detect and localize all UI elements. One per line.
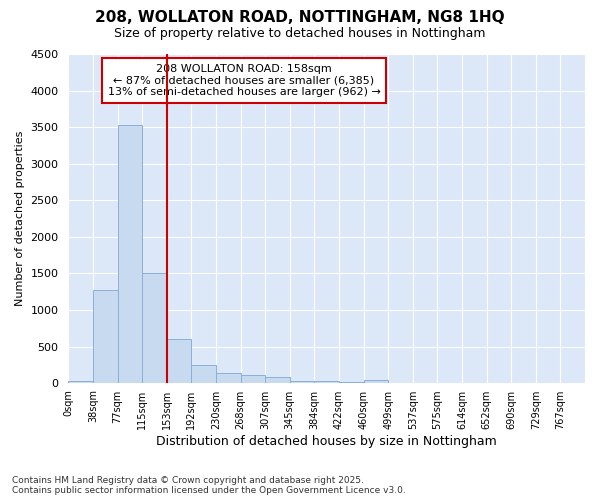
- Text: 208 WOLLATON ROAD: 158sqm
← 87% of detached houses are smaller (6,385)
13% of se: 208 WOLLATON ROAD: 158sqm ← 87% of detac…: [107, 64, 380, 97]
- Bar: [93, 290, 118, 383]
- Bar: [314, 382, 339, 383]
- Y-axis label: Number of detached properties: Number of detached properties: [15, 131, 25, 306]
- Bar: [191, 365, 216, 383]
- Bar: [167, 340, 191, 383]
- Text: 208, WOLLATON ROAD, NOTTINGHAM, NG8 1HQ: 208, WOLLATON ROAD, NOTTINGHAM, NG8 1HQ: [95, 10, 505, 25]
- Bar: [118, 125, 142, 383]
- X-axis label: Distribution of detached houses by size in Nottingham: Distribution of detached houses by size …: [157, 434, 497, 448]
- Bar: [290, 381, 314, 383]
- Text: Size of property relative to detached houses in Nottingham: Size of property relative to detached ho…: [114, 28, 486, 40]
- Bar: [68, 381, 93, 383]
- Bar: [216, 373, 241, 383]
- Bar: [339, 382, 364, 383]
- Bar: [241, 375, 265, 383]
- Text: Contains HM Land Registry data © Crown copyright and database right 2025.
Contai: Contains HM Land Registry data © Crown c…: [12, 476, 406, 495]
- Bar: [142, 274, 167, 383]
- Bar: [265, 378, 290, 383]
- Bar: [364, 380, 388, 383]
